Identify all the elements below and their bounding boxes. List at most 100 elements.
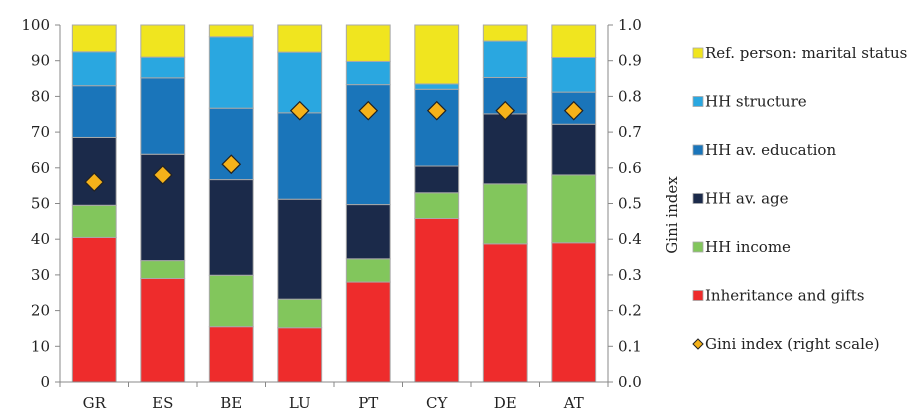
x-tick-label-at: AT bbox=[563, 394, 584, 412]
gini-marker-pt bbox=[358, 100, 379, 121]
legend-swatch bbox=[692, 290, 704, 301]
gini-marker-de bbox=[495, 100, 516, 121]
left-tick-label: 10 bbox=[31, 337, 50, 355]
right-y-tick-labels: 0.0 0.1 0.2 0.3 0.4 0.5 0.6 0.7 0.8 0.9 1.0 bbox=[608, 16, 642, 391]
bar-segment-es-0 bbox=[140, 277, 186, 383]
legend: Ref. person: marital status HH structure H… bbox=[692, 44, 907, 353]
bar-segment-pt-2 bbox=[345, 204, 391, 260]
legend-label: Gini index (right scale) bbox=[705, 335, 880, 353]
legend-label: Ref. person: marital status bbox=[705, 44, 907, 62]
right-tick-label: 0.1 bbox=[618, 337, 642, 355]
bar-segment-lu-1 bbox=[277, 298, 323, 329]
bar-segment-pt-0 bbox=[345, 281, 391, 383]
bar-segment-pt-4 bbox=[345, 60, 391, 86]
bar-segment-cy-0 bbox=[414, 217, 460, 383]
bar-segment-de-4 bbox=[482, 40, 528, 78]
legend-label: HH av. education bbox=[705, 141, 836, 159]
right-tick-label: 0.2 bbox=[618, 302, 642, 320]
bars-group bbox=[71, 24, 597, 383]
x-tick-label-lu: LU bbox=[289, 394, 311, 412]
gini-marker-at bbox=[563, 100, 584, 121]
left-tick-label: 0 bbox=[40, 373, 50, 391]
gini-markers-group bbox=[84, 100, 584, 192]
legend-label: HH av. age bbox=[705, 190, 789, 208]
right-tick-label: 0.8 bbox=[618, 87, 642, 105]
x-tick-label-de: DE bbox=[494, 394, 517, 412]
bar-segment-be-4 bbox=[208, 36, 254, 109]
gini-marker-es bbox=[152, 165, 173, 185]
right-tick-label: 0.6 bbox=[618, 159, 642, 177]
bar-segment-es-3 bbox=[140, 77, 186, 155]
bar-segment-cy-5 bbox=[414, 24, 460, 85]
left-tick-label: 60 bbox=[31, 159, 50, 177]
gini-marker-be bbox=[221, 154, 242, 175]
x-tick-label-be: BE bbox=[220, 394, 242, 412]
legend-swatch bbox=[692, 144, 704, 156]
left-tick-label: 70 bbox=[31, 123, 50, 141]
right-axis-title: Gini index bbox=[663, 176, 681, 254]
right-tick-label: 0.0 bbox=[618, 373, 642, 391]
bar-segment-gr-1 bbox=[71, 204, 117, 238]
bar-segment-gr-4 bbox=[71, 51, 117, 87]
gini-marker-lu bbox=[289, 100, 310, 121]
bar-segment-gr-2 bbox=[71, 136, 117, 206]
left-tick-label: 40 bbox=[31, 230, 50, 248]
right-tick-label: 0.3 bbox=[618, 266, 642, 284]
bar-segment-cy-3 bbox=[414, 88, 460, 167]
x-tick-label-gr: GR bbox=[83, 394, 107, 412]
left-tick-label: 80 bbox=[31, 87, 50, 105]
legend-label: HH structure bbox=[705, 93, 807, 111]
bar-segment-cy-4 bbox=[414, 83, 460, 90]
bar-segment-at-5 bbox=[551, 24, 597, 58]
left-tick-label: 90 bbox=[31, 52, 50, 70]
right-tick-label: 1.0 bbox=[618, 16, 642, 34]
bar-segment-lu-0 bbox=[277, 327, 323, 383]
bar-segment-pt-1 bbox=[345, 258, 391, 283]
gini-marker-cy bbox=[426, 100, 447, 121]
bar-segment-es-5 bbox=[140, 24, 186, 58]
left-tick-label: 30 bbox=[31, 266, 50, 284]
legend-label: Inheritance and gifts bbox=[705, 287, 864, 305]
left-y-tick-labels: 0 10 20 30 40 50 60 70 80 90 100 bbox=[21, 16, 60, 391]
bar-segment-lu-2 bbox=[277, 198, 323, 300]
bar-segment-at-1 bbox=[551, 174, 597, 244]
x-tick-label-es: ES bbox=[152, 394, 173, 412]
bar-segment-de-5 bbox=[482, 24, 528, 42]
right-tick-label: 0.9 bbox=[618, 52, 642, 70]
bar-segment-at-2 bbox=[551, 123, 597, 176]
x-tick-labels: GR ES BE LU PT CY DE AT bbox=[59, 382, 609, 412]
bar-segment-de-0 bbox=[482, 243, 528, 383]
bar-segment-be-0 bbox=[208, 326, 254, 383]
gini-marker-gr bbox=[84, 172, 105, 192]
bar-segment-es-1 bbox=[140, 260, 186, 279]
bar-segment-at-4 bbox=[551, 56, 597, 93]
bar-segment-be-1 bbox=[208, 274, 254, 328]
bar-segment-gr-0 bbox=[71, 236, 117, 383]
bar-segment-gr-3 bbox=[71, 85, 117, 138]
legend-label: HH income bbox=[705, 238, 791, 256]
bar-segment-pt-5 bbox=[345, 24, 391, 62]
bar-segment-be-2 bbox=[208, 179, 254, 276]
x-tick-label-pt: PT bbox=[358, 394, 378, 412]
legend-swatch bbox=[692, 241, 704, 253]
legend-swatch bbox=[692, 47, 704, 59]
right-tick-label: 0.4 bbox=[618, 230, 642, 248]
bar-segment-cy-1 bbox=[414, 192, 460, 219]
right-tick-label: 0.7 bbox=[618, 123, 642, 141]
x-tick-label-cy: CY bbox=[426, 394, 448, 412]
bar-segment-be-5 bbox=[208, 24, 254, 38]
bar-segment-lu-3 bbox=[277, 112, 323, 200]
bar-segment-cy-2 bbox=[414, 165, 460, 194]
bar-segment-lu-5 bbox=[277, 24, 323, 53]
bar-segment-de-1 bbox=[482, 183, 528, 245]
bar-segment-gr-5 bbox=[71, 24, 117, 53]
right-tick-label: 0.5 bbox=[618, 195, 642, 213]
left-tick-label: 50 bbox=[31, 195, 50, 213]
bar-segment-es-4 bbox=[140, 56, 186, 79]
legend-gini-marker bbox=[692, 338, 704, 350]
bar-segment-at-0 bbox=[551, 242, 597, 383]
left-tick-label: 20 bbox=[31, 302, 50, 320]
bar-segment-de-2 bbox=[482, 113, 528, 185]
legend-swatch bbox=[692, 96, 704, 107]
